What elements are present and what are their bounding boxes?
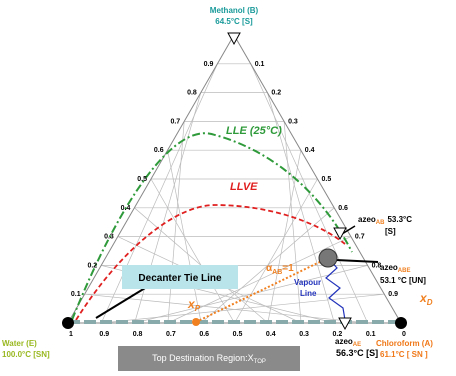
tick-label: 0.8 <box>187 90 197 97</box>
azeo-ab: azeoAB 53.3°C <box>358 215 412 226</box>
decanter-label: Decanter Tie Line <box>138 273 222 284</box>
x-sym: x <box>419 291 428 305</box>
xp-point <box>192 318 200 326</box>
tick-label: 0.3 <box>299 331 309 338</box>
alpha-rest: =1 <box>282 263 294 274</box>
azeo-word: azeo <box>358 215 376 224</box>
vapour-label: Line <box>300 289 317 298</box>
tick-label: 0.2 <box>333 331 343 338</box>
tick-label: 0.3 <box>288 118 298 125</box>
vapour-line <box>325 257 346 321</box>
grid-line <box>250 63 369 324</box>
region-text: Top Destination Region:X <box>152 353 254 363</box>
tick-label: 0.1 <box>71 291 81 298</box>
vertex-point <box>62 317 74 329</box>
tick-label: 0.4 <box>121 205 131 212</box>
azeo-word: azeo <box>335 337 353 346</box>
tick-label: 0.9 <box>388 291 398 298</box>
azeo-marker <box>227 32 241 46</box>
grid-line <box>234 178 318 324</box>
azeo-word: azeo <box>380 263 398 272</box>
tick-label: 0.8 <box>372 262 382 269</box>
tick-label: 0.9 <box>204 61 214 68</box>
tick-label: 0.7 <box>355 234 365 241</box>
alpha-line <box>195 257 329 323</box>
tick-label: 0.1 <box>255 61 265 68</box>
tick-label: 0.1 <box>366 331 376 338</box>
tick-label: 0.2 <box>271 90 281 97</box>
region-box <box>118 346 300 371</box>
tick-label: 0.9 <box>99 331 109 338</box>
tick-label: 0.4 <box>305 147 315 154</box>
lle-label: LLE (25°C) <box>226 125 282 137</box>
tick-label: 0.7 <box>170 118 180 125</box>
xp-label: xP <box>187 297 201 313</box>
lle-curve <box>71 132 353 321</box>
vapour-label: Vapour <box>294 278 321 287</box>
llve-curve <box>75 204 346 321</box>
x-sub: D <box>427 298 433 307</box>
tick-label: 0.5 <box>233 331 243 338</box>
azeo-abe-point <box>318 248 338 268</box>
region-label: Top Destination Region:XTOP <box>152 353 266 365</box>
azeo-ae-temp: 56.3°C [S] <box>336 348 378 358</box>
alpha-label: αAB=1 <box>266 263 294 276</box>
azeo-marker <box>338 317 352 331</box>
region-sub: TOP <box>254 359 266 365</box>
decanter-box <box>122 265 238 289</box>
tick-label: 1 <box>69 331 73 338</box>
azeo-ab-kind: [S] <box>385 227 396 236</box>
azeo-abe-temp: 53.1 °C [UN] <box>380 276 426 285</box>
grid-line <box>283 121 302 324</box>
arrow <box>341 225 356 235</box>
vertex-point <box>395 317 407 329</box>
tick-label: 0.3 <box>104 234 114 241</box>
arrow <box>335 259 379 263</box>
right-temp: 61.1°C [ SN ] <box>380 350 428 359</box>
azeo-sub: ABE <box>398 268 411 274</box>
grid-line <box>150 178 235 324</box>
alpha-sub: AB <box>272 269 282 276</box>
tick-label: 0.2 <box>87 262 97 269</box>
left-name: Water (E) <box>2 339 37 348</box>
tick-label: 0.8 <box>133 331 143 338</box>
azeo-temp: 53.3°C <box>387 215 412 224</box>
azeo-marker <box>333 227 347 241</box>
azeo-abe: azeoABE <box>380 263 410 274</box>
azeo-sub: AB <box>376 220 385 226</box>
tick-label: 0.4 <box>266 331 276 338</box>
left-temp: 100.0°C [SN] <box>2 350 50 359</box>
arrow <box>95 284 151 319</box>
tick-label: 0.5 <box>137 176 147 183</box>
tick-label: 0.6 <box>199 331 209 338</box>
x-sub: P <box>195 304 201 313</box>
azeo-ae: azeoAE <box>335 337 361 348</box>
azeo-sub: AE <box>353 342 361 348</box>
tick-label: 0.6 <box>154 147 164 154</box>
grid-line <box>84 293 368 324</box>
tick-label: 0.6 <box>338 205 348 212</box>
tick-label: 0.5 <box>322 176 332 183</box>
tick-label: 0.7 <box>166 331 176 338</box>
alpha-sym: α <box>266 263 273 274</box>
x-sym: x <box>187 297 196 311</box>
grid-line <box>267 92 335 324</box>
right-name: Chloroform (A) <box>376 339 433 348</box>
top-name: Methanol (B) <box>210 6 259 15</box>
xd-label: xD <box>419 291 433 307</box>
tick-label: 0 <box>402 331 406 338</box>
llve-label: LLVE <box>230 181 258 193</box>
top-temp: 64.5°C [S] <box>215 17 253 26</box>
